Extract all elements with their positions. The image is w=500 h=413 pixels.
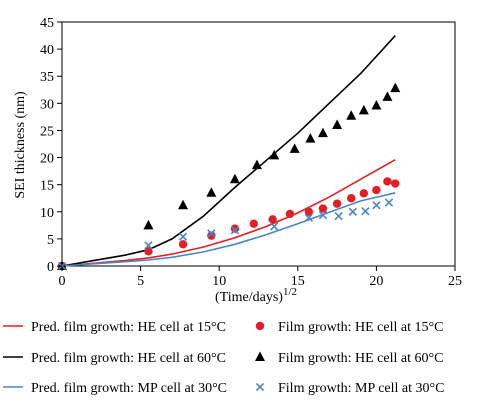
data-point bbox=[361, 207, 370, 216]
cross-stroke bbox=[384, 198, 394, 207]
x-tick-label: 0 bbox=[59, 274, 66, 289]
data-point bbox=[268, 215, 277, 224]
y-axis-title: SEI thickness (nm) bbox=[13, 91, 28, 199]
y-tick-label: 15 bbox=[40, 179, 54, 194]
cross-stroke bbox=[334, 211, 343, 221]
x-axis-title-superscript: 1/2 bbox=[283, 286, 297, 298]
data-point bbox=[144, 241, 153, 250]
x-tick-label: 15 bbox=[291, 274, 305, 289]
data-point bbox=[178, 240, 188, 249]
data-point bbox=[372, 185, 381, 195]
series-line-0 bbox=[61, 159, 396, 267]
data-point bbox=[207, 229, 216, 238]
data-point bbox=[372, 201, 381, 210]
plot-frame bbox=[61, 21, 456, 267]
data-point bbox=[206, 187, 217, 197]
data-point bbox=[359, 189, 369, 198]
data-point bbox=[285, 209, 295, 219]
cross-stroke bbox=[361, 207, 370, 216]
y-tick-label: 20 bbox=[40, 152, 54, 167]
data-point bbox=[334, 211, 343, 221]
data-point bbox=[230, 226, 240, 235]
data-point bbox=[229, 173, 240, 184]
y-tick-label: 0 bbox=[47, 260, 54, 275]
cross-stroke bbox=[144, 241, 153, 250]
y-tick-label: 30 bbox=[40, 97, 54, 112]
legend: Pred. film growth: HE cell at 15°C Pred. … bbox=[3, 320, 444, 396]
cross-stroke bbox=[207, 229, 216, 238]
legend-label: Pred. film growth: HE cell at 15°C bbox=[31, 320, 226, 335]
data-point bbox=[249, 219, 258, 228]
data-point bbox=[382, 91, 393, 101]
data-point bbox=[251, 159, 262, 170]
data-point bbox=[346, 110, 357, 120]
data-point bbox=[207, 231, 216, 240]
x-tick-label: 25 bbox=[448, 274, 462, 289]
data-point bbox=[304, 213, 313, 222]
data-point bbox=[230, 224, 240, 233]
data-point bbox=[390, 82, 401, 93]
legend-marker-swatch bbox=[255, 321, 265, 331]
data-point bbox=[347, 194, 356, 203]
legend-marker-swatch bbox=[255, 382, 265, 392]
data-point bbox=[384, 198, 394, 207]
data-point bbox=[304, 207, 314, 216]
data-point bbox=[332, 199, 342, 208]
data-point bbox=[178, 232, 188, 241]
x-tick-label: 5 bbox=[137, 274, 144, 289]
series-points-4 bbox=[57, 82, 401, 270]
data-point bbox=[358, 104, 369, 115]
data-point bbox=[305, 133, 316, 143]
legend-label: Film growth: MP cell at 30°C bbox=[278, 381, 444, 396]
series-line-2 bbox=[61, 192, 396, 267]
data-point bbox=[317, 127, 328, 138]
legend-label: Pred. film growth: HE cell at 60°C bbox=[31, 351, 226, 366]
data-point bbox=[144, 247, 153, 256]
y-tick-label: 35 bbox=[40, 70, 54, 85]
data-point bbox=[318, 204, 328, 213]
data-point bbox=[371, 100, 382, 110]
cross-stroke bbox=[178, 232, 188, 241]
legend-label: Film growth: HE cell at 60°C bbox=[278, 351, 443, 366]
data-point bbox=[270, 222, 279, 231]
data-point bbox=[348, 207, 357, 216]
legend-label: Pred. film growth: MP cell at 30°C bbox=[31, 381, 227, 396]
x-axis-title: (Time/days)1/2 bbox=[215, 286, 297, 305]
data-point bbox=[289, 143, 300, 153]
cross-stroke bbox=[372, 201, 381, 210]
cross-stroke bbox=[318, 210, 328, 220]
series-points-5 bbox=[57, 198, 394, 271]
x-tick-label: 20 bbox=[369, 274, 383, 289]
cross-stroke bbox=[255, 382, 265, 392]
x-axis-title-main: (Time/days) bbox=[215, 290, 283, 305]
legend-label: Film growth: HE cell at 15°C bbox=[278, 320, 443, 335]
data-point bbox=[178, 199, 189, 210]
series-points-3 bbox=[57, 177, 400, 271]
cross-stroke bbox=[270, 222, 279, 231]
series-layer bbox=[57, 35, 401, 271]
axes-layer: 0 5 10 15 20 25 0 5 10 15 20 25 30 35 40 45 bbox=[40, 16, 462, 289]
series-line-1 bbox=[61, 35, 396, 267]
data-point bbox=[318, 210, 328, 220]
data-point bbox=[143, 219, 154, 230]
y-tick-label: 5 bbox=[47, 233, 54, 248]
cross-stroke bbox=[304, 213, 313, 222]
data-point bbox=[269, 149, 280, 160]
data-point bbox=[391, 179, 400, 188]
plot-border bbox=[61, 21, 456, 267]
x-tick-label: 10 bbox=[212, 274, 226, 289]
cross-stroke bbox=[230, 226, 240, 235]
legend-marker-swatch bbox=[255, 351, 265, 361]
data-point bbox=[332, 119, 343, 130]
data-point bbox=[383, 177, 392, 186]
y-tick-label: 45 bbox=[40, 16, 54, 31]
y-tick-label: 25 bbox=[40, 124, 54, 139]
cross-stroke bbox=[348, 207, 357, 216]
y-tick-label: 40 bbox=[40, 43, 54, 58]
y-tick-label: 10 bbox=[40, 206, 54, 221]
